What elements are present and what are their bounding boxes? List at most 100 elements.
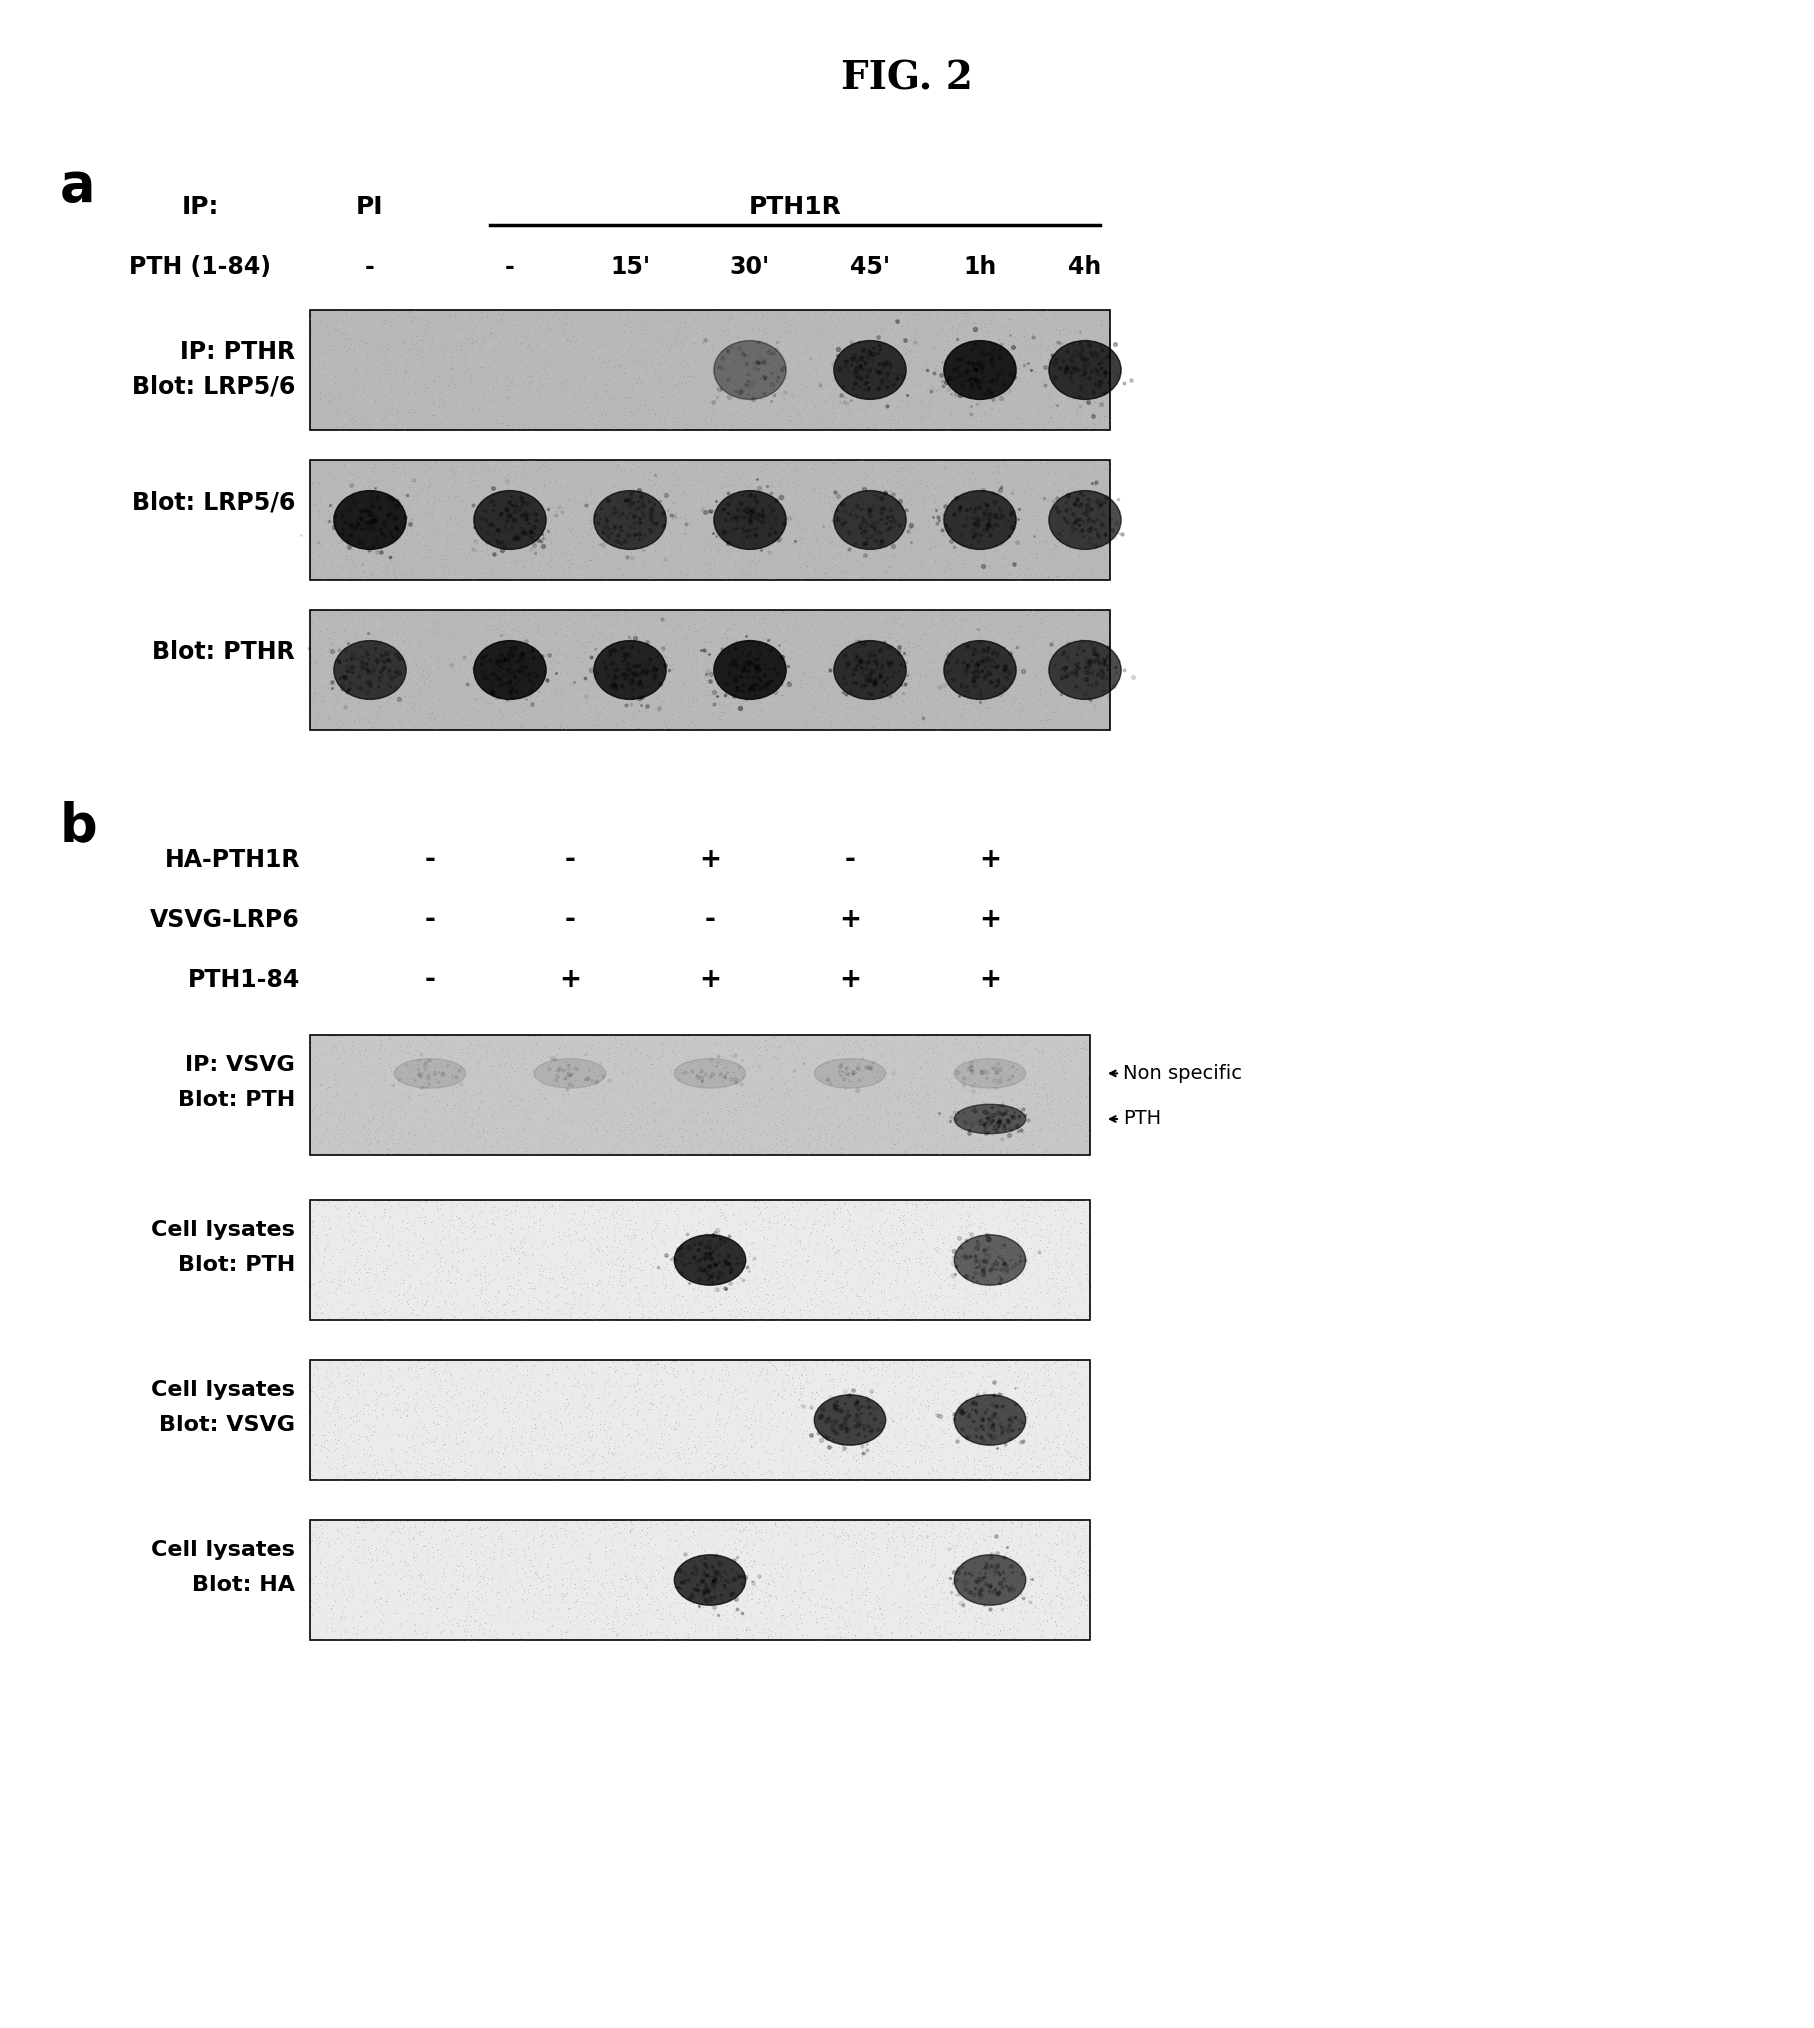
Bar bbox=[310, 610, 1110, 730]
Point bbox=[579, 525, 608, 558]
Point bbox=[513, 1576, 542, 1608]
Point bbox=[597, 387, 626, 420]
Point bbox=[1010, 1190, 1039, 1223]
Point bbox=[591, 1600, 620, 1633]
Point bbox=[512, 446, 541, 479]
Point bbox=[323, 357, 352, 389]
Point bbox=[610, 554, 639, 586]
Point bbox=[931, 1414, 960, 1446]
Point bbox=[927, 1564, 956, 1596]
Point bbox=[668, 1375, 697, 1407]
Point bbox=[580, 1223, 610, 1255]
Point bbox=[827, 1592, 856, 1624]
Point bbox=[724, 1245, 753, 1278]
Point bbox=[960, 1034, 989, 1067]
Point bbox=[370, 517, 399, 550]
Point bbox=[847, 1442, 876, 1474]
Point bbox=[678, 1570, 707, 1602]
Point bbox=[847, 610, 876, 643]
Point bbox=[1012, 353, 1041, 385]
Point bbox=[555, 1257, 584, 1290]
Point bbox=[403, 1361, 432, 1393]
Point bbox=[435, 1209, 464, 1241]
Point bbox=[981, 1201, 1010, 1233]
Point bbox=[588, 1278, 617, 1310]
Point bbox=[1083, 610, 1112, 643]
Point bbox=[854, 659, 883, 692]
Point bbox=[775, 1349, 804, 1381]
Point bbox=[562, 641, 591, 673]
Point bbox=[1030, 1399, 1059, 1432]
Point bbox=[305, 1525, 334, 1558]
Point bbox=[455, 1448, 484, 1480]
Point bbox=[871, 1403, 900, 1436]
Point bbox=[1029, 448, 1058, 481]
Point bbox=[805, 665, 834, 698]
Point bbox=[528, 1517, 557, 1549]
Point bbox=[385, 1507, 414, 1539]
Point bbox=[1068, 1580, 1097, 1612]
Point bbox=[740, 513, 769, 546]
Point bbox=[468, 385, 497, 418]
Point bbox=[1021, 1517, 1050, 1549]
Point bbox=[778, 610, 807, 643]
Point bbox=[546, 489, 575, 521]
Point bbox=[397, 324, 426, 357]
Point bbox=[559, 1132, 588, 1164]
Point bbox=[802, 1263, 831, 1296]
Point bbox=[591, 367, 620, 400]
Point bbox=[673, 1426, 702, 1458]
Point bbox=[1034, 645, 1063, 677]
Point bbox=[403, 1456, 432, 1489]
Point bbox=[945, 1515, 974, 1547]
Point bbox=[619, 477, 648, 509]
Point bbox=[722, 1618, 751, 1651]
Point bbox=[892, 383, 922, 416]
Point bbox=[332, 669, 361, 702]
Point bbox=[479, 310, 508, 343]
Point bbox=[495, 444, 524, 477]
Point bbox=[635, 1138, 664, 1170]
Point bbox=[978, 387, 1007, 420]
Point bbox=[733, 1549, 762, 1582]
Point bbox=[662, 1395, 691, 1428]
Point bbox=[916, 499, 945, 531]
Point bbox=[325, 1616, 354, 1649]
Point bbox=[878, 1434, 907, 1466]
Point bbox=[889, 710, 918, 742]
Point bbox=[419, 1115, 448, 1148]
Point bbox=[522, 1292, 551, 1324]
Point bbox=[477, 1099, 506, 1132]
Point bbox=[862, 525, 891, 558]
Point bbox=[352, 357, 381, 389]
Point bbox=[923, 1590, 952, 1622]
Point bbox=[610, 1592, 639, 1624]
Point bbox=[791, 1079, 820, 1111]
Point bbox=[640, 397, 669, 430]
Point bbox=[299, 1215, 328, 1247]
Point bbox=[688, 1253, 717, 1286]
Point bbox=[459, 564, 488, 596]
Point bbox=[568, 1580, 597, 1612]
Point bbox=[610, 1430, 639, 1462]
Point bbox=[744, 1197, 773, 1229]
Point bbox=[644, 1401, 673, 1434]
Point bbox=[907, 1353, 936, 1385]
Point bbox=[1088, 331, 1117, 363]
Point bbox=[611, 560, 640, 592]
Point bbox=[934, 1199, 963, 1231]
Point bbox=[767, 692, 796, 724]
Point bbox=[343, 1040, 372, 1073]
Point bbox=[550, 1616, 579, 1649]
Point bbox=[1056, 314, 1085, 347]
Point bbox=[996, 1085, 1025, 1117]
Point bbox=[929, 596, 958, 629]
Point bbox=[764, 612, 793, 645]
Point bbox=[626, 1111, 655, 1144]
Point bbox=[990, 1395, 1019, 1428]
Point bbox=[499, 1543, 528, 1576]
Point bbox=[610, 381, 639, 414]
Point bbox=[553, 685, 582, 718]
Point bbox=[434, 1213, 463, 1245]
Point bbox=[782, 1124, 811, 1156]
